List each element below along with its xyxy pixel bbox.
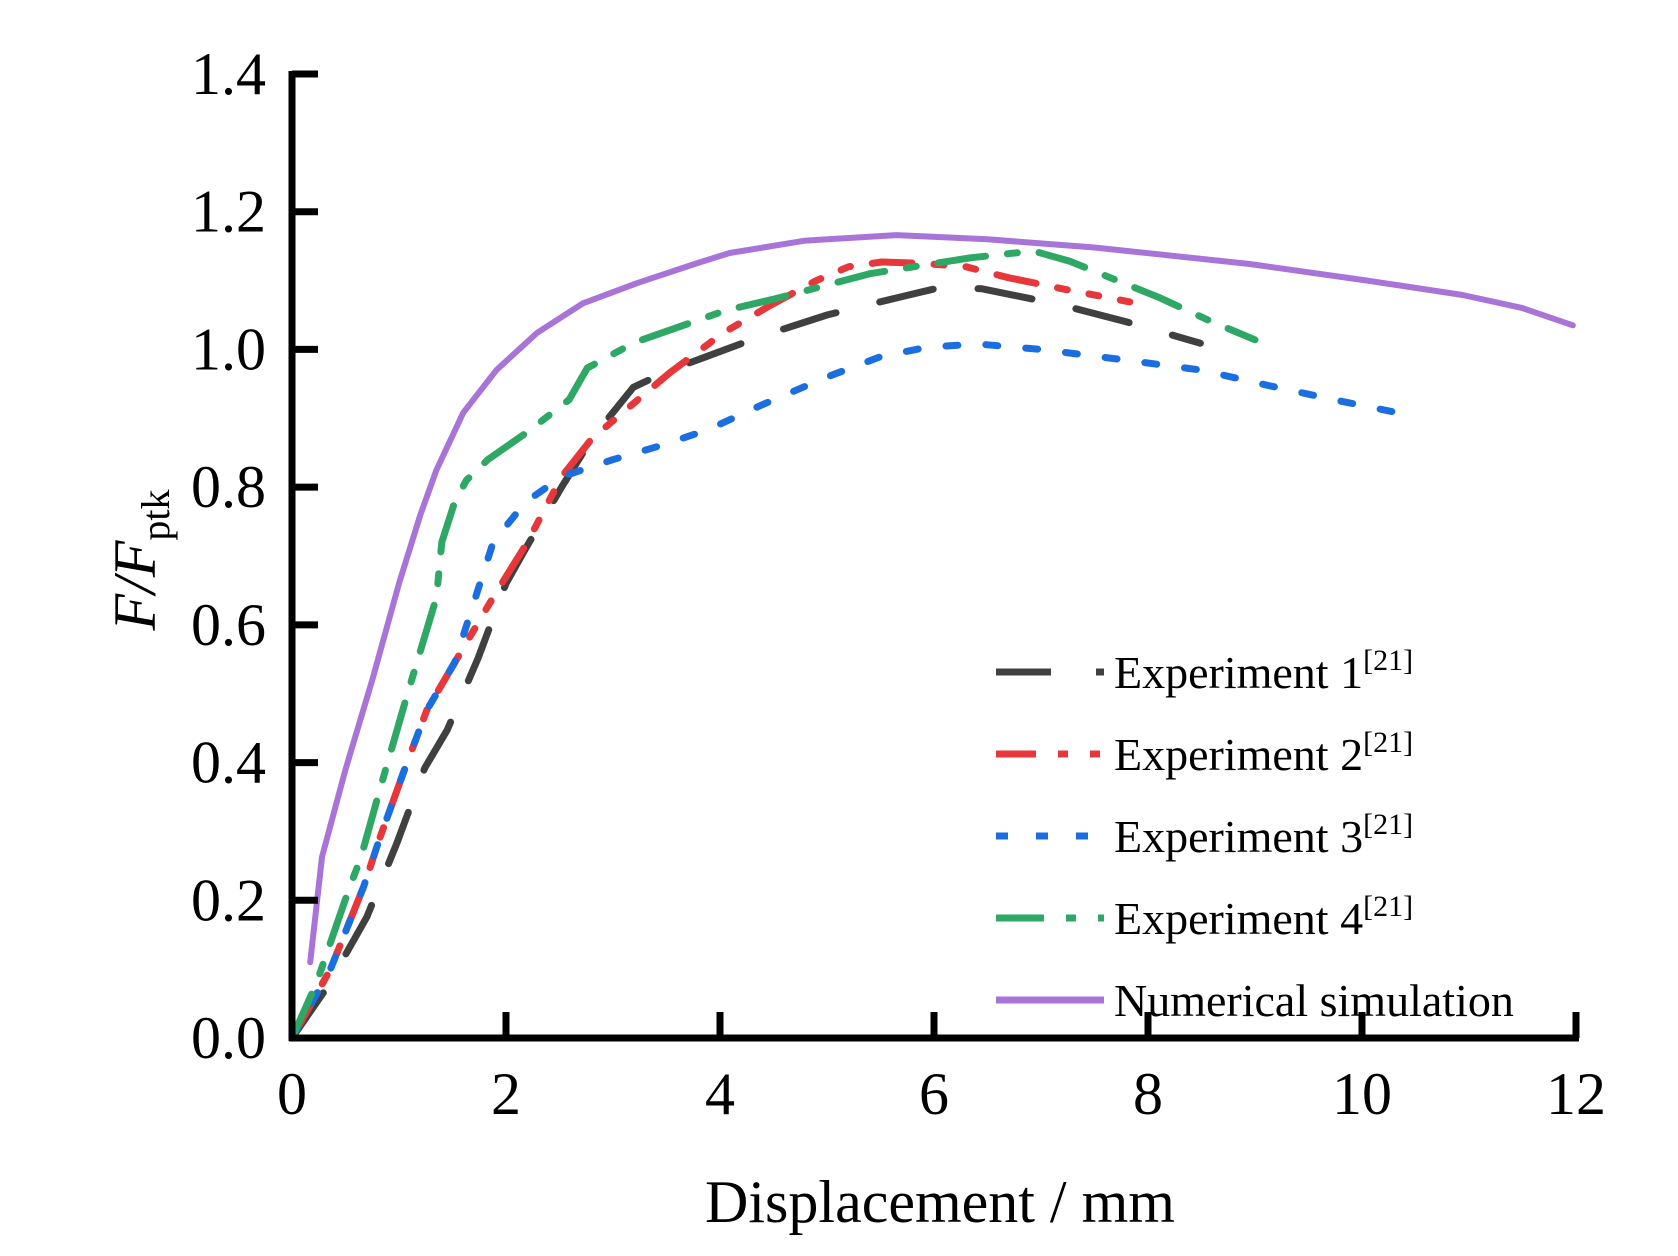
x-tick-label: 2 <box>491 1061 521 1127</box>
legend-label: Experiment 3[21] <box>1114 808 1413 862</box>
legend-reference: [21] <box>1363 644 1413 677</box>
legend-item: Experiment 3[21] <box>996 808 1413 862</box>
legend-item: Numerical simulation <box>996 975 1514 1026</box>
legend: Experiment 1[21] Experiment 2[21] Experime… <box>996 644 1514 1026</box>
x-axis-title: Displacement / mm <box>705 1169 1175 1235</box>
legend-label: Numerical simulation <box>1114 975 1514 1026</box>
series-layer <box>288 232 1576 1042</box>
x-tick-label: 6 <box>919 1061 949 1127</box>
y-ticks: 0.0 0.2 0.4 0.6 0.8 1.0 1.2 1.4 <box>191 41 318 1071</box>
y-tick-label: 1.4 <box>191 41 266 107</box>
series-line-experiment-4 <box>288 247 1259 1042</box>
x-tick-label: 10 <box>1332 1061 1392 1127</box>
legend-reference: [21] <box>1363 726 1413 759</box>
y-tick-label: 0.0 <box>191 1005 266 1071</box>
y-tick-label: 0.2 <box>191 867 266 933</box>
series-line-numerical-simulation <box>307 232 1576 966</box>
y-axis-title: F/Fptk <box>102 489 178 631</box>
y-tick-label: 0.4 <box>191 730 266 796</box>
x-ticks: 0 2 4 6 8 10 12 <box>277 1012 1606 1127</box>
legend-item: Experiment 2[21] <box>996 726 1413 780</box>
y-tick-label: 1.0 <box>191 316 266 382</box>
legend-label: Experiment 1[21] <box>1114 644 1413 698</box>
y-tick-label: 0.6 <box>191 592 266 658</box>
x-tick-label: 4 <box>705 1061 735 1127</box>
y-axis-title-subscript: ptk <box>133 489 178 540</box>
legend-reference: [21] <box>1363 808 1413 841</box>
axes: 0 2 4 6 8 10 12 0.0 0.2 0.4 0.6 0.8 1.0 1.2 1.4 <box>191 41 1606 1127</box>
series-line-experiment-1 <box>288 284 1204 1042</box>
x-tick-label: 12 <box>1546 1061 1606 1127</box>
legend-label: Experiment 2[21] <box>1114 726 1413 780</box>
y-tick-label: 0.8 <box>191 454 266 520</box>
legend-label: Experiment 4[21] <box>1114 890 1413 944</box>
y-axis-title-main: F/F <box>102 539 168 631</box>
x-tick-label: 8 <box>1133 1061 1163 1127</box>
legend-item: Experiment 4[21] <box>996 890 1413 944</box>
y-tick-label: 1.2 <box>191 179 266 245</box>
series-line-experiment-3 <box>288 340 1412 1042</box>
x-tick-label: 0 <box>277 1061 307 1127</box>
legend-item: Experiment 1[21] <box>996 644 1413 698</box>
legend-reference: [21] <box>1363 890 1413 923</box>
